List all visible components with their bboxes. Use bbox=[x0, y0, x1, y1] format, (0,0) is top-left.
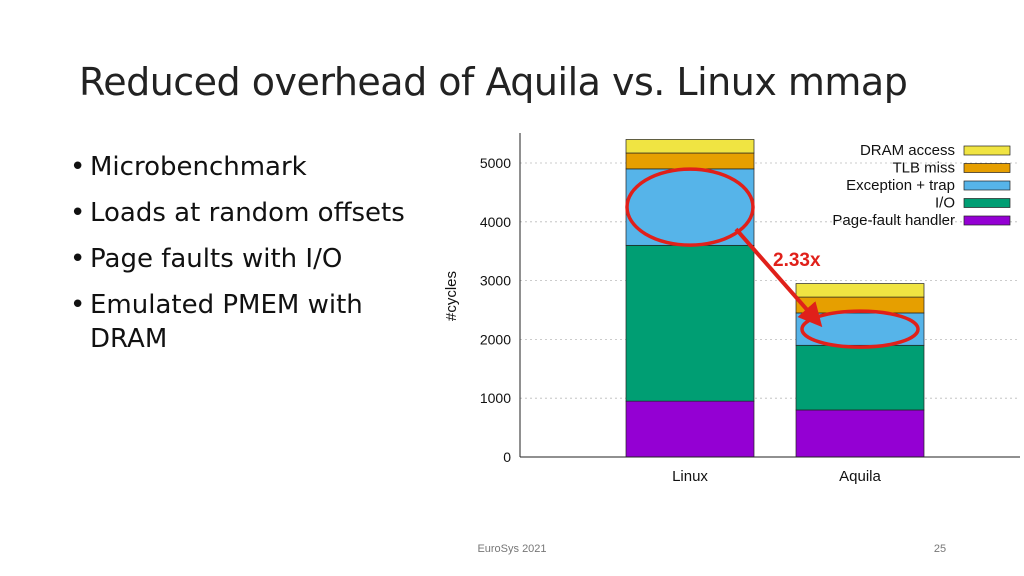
bar-segment bbox=[625, 152, 755, 170]
bar-segment bbox=[795, 344, 925, 411]
legend-swatch bbox=[963, 180, 1011, 191]
page-number: 25 bbox=[933, 543, 947, 555]
bar-segment bbox=[625, 244, 755, 402]
legend-label: Page-fault handler bbox=[832, 212, 955, 229]
x-tick-label: Aquila bbox=[839, 468, 881, 485]
bullet-item: Microbenchmark bbox=[70, 150, 430, 184]
bar-segment bbox=[795, 409, 925, 458]
y-tick-label: 5000 bbox=[480, 155, 511, 171]
highlight-ellipse bbox=[800, 309, 920, 349]
x-tick-label: Linux bbox=[672, 468, 708, 485]
bullet-item: Page faults with I/O bbox=[70, 242, 430, 276]
annotation-arrow bbox=[734, 227, 823, 328]
slide-title: Reduced overhead of Aquila vs. Linux mma… bbox=[79, 60, 908, 104]
legend-swatch bbox=[963, 145, 1011, 156]
tick-labels: 0 1000 2000 3000 4000 5000 Linux Aquila bbox=[480, 155, 882, 485]
bar-segment bbox=[625, 168, 755, 246]
bar-segment bbox=[625, 400, 755, 458]
highlight-ellipse bbox=[625, 167, 755, 247]
bullet-item: Loads at random offsets bbox=[70, 196, 430, 230]
legend-label: TLB miss bbox=[892, 160, 955, 177]
y-tick-label: 4000 bbox=[480, 214, 511, 230]
y-tick-label: 1000 bbox=[480, 390, 511, 406]
legend-label: Exception + trap bbox=[846, 177, 955, 194]
annotation-label: 2.33x bbox=[773, 250, 821, 271]
bars bbox=[625, 139, 925, 458]
bullet-list: Microbenchmark Loads at random offsets P… bbox=[70, 150, 430, 368]
y-tick-label: 2000 bbox=[480, 331, 511, 347]
footer-conference: EuroSys 2021 bbox=[477, 543, 547, 555]
y-tick-label: 0 bbox=[503, 449, 511, 465]
legend-label: DRAM access bbox=[860, 142, 955, 159]
legend-label: I/O bbox=[935, 195, 955, 212]
legend-swatch bbox=[963, 198, 1011, 208]
legend-swatch bbox=[963, 163, 1011, 173]
bullet-item: Emulated PMEM with DRAM bbox=[70, 288, 430, 356]
y-axis-label: #cycles bbox=[443, 271, 460, 321]
y-tick-label: 3000 bbox=[480, 273, 511, 289]
axes bbox=[519, 133, 1020, 458]
bar-segment bbox=[625, 139, 755, 154]
grid-lines bbox=[520, 162, 1020, 399]
annotation: 2.33x bbox=[625, 167, 920, 349]
bar-segment bbox=[795, 283, 925, 298]
legend-swatch bbox=[963, 215, 1011, 226]
